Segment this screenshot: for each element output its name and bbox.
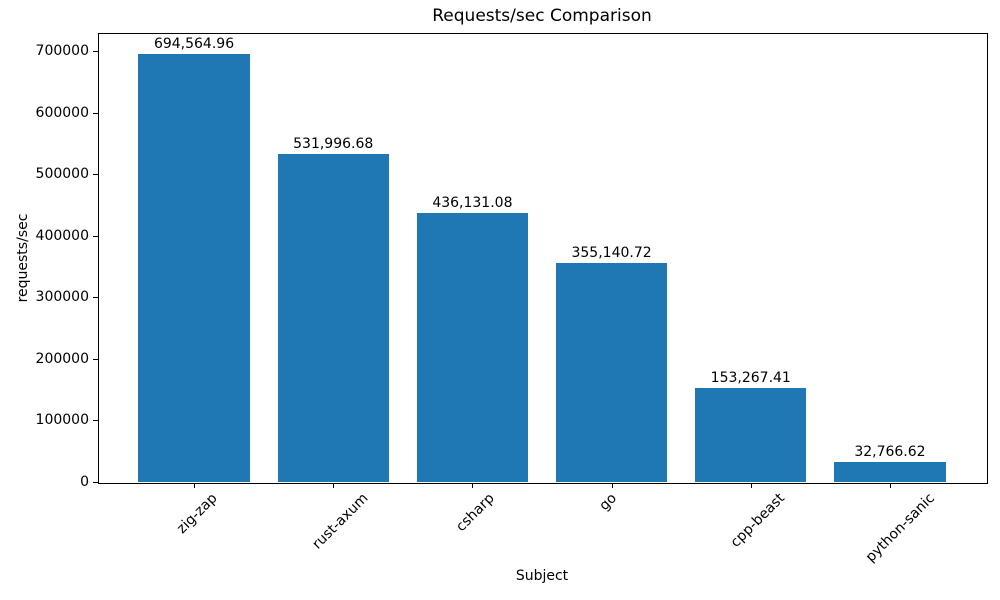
- y-axis-tick-label: 100000: [35, 412, 89, 428]
- bar-value-label: 531,996.68: [293, 136, 374, 153]
- x-axis-tick-label: go: [596, 490, 621, 514]
- x-axis-tick-label: python-sanic: [863, 490, 939, 566]
- bar-value-label: 32,766.62: [854, 443, 926, 460]
- y-axis-tick: [93, 51, 98, 52]
- bar-value-label: 355,140.72: [571, 245, 652, 262]
- y-axis-tick-label: 400000: [35, 228, 89, 244]
- y-axis-tick: [93, 359, 98, 360]
- y-axis-tick-label: 0: [80, 474, 89, 490]
- x-axis-tick-label: csharp: [452, 490, 498, 535]
- y-axis-tick: [93, 420, 98, 421]
- y-axis-tick: [93, 297, 98, 298]
- x-axis-tick: [611, 483, 613, 488]
- y-axis-tick-label: 500000: [35, 166, 89, 182]
- x-axis-tick: [472, 483, 474, 488]
- bar-rust-axum: [277, 154, 389, 482]
- x-axis-tick: [750, 483, 752, 488]
- y-axis-tick-label: 700000: [35, 43, 89, 59]
- bar-python-sanic: [834, 461, 946, 482]
- chart-title: Requests/sec Comparison: [432, 6, 652, 26]
- x-axis-tick-label: rust-axum: [309, 490, 372, 553]
- x-axis-tick: [194, 483, 196, 488]
- y-axis-tick: [93, 482, 98, 483]
- bar-value-label: 436,131.08: [432, 195, 513, 212]
- x-axis-tick: [333, 483, 335, 488]
- x-axis-label: Subject: [515, 568, 569, 584]
- x-axis-tick: [889, 483, 891, 488]
- bar-csharp: [416, 213, 529, 482]
- y-axis-tick: [93, 174, 98, 175]
- x-axis-tick-label: zig-zap: [173, 490, 221, 537]
- y-axis-tick: [93, 113, 98, 114]
- bar-zig-zap: [138, 54, 250, 482]
- y-axis-tick-label: 600000: [35, 105, 89, 121]
- bar-value-label: 694,564.96: [153, 36, 235, 53]
- bar-go: [555, 263, 668, 482]
- bar-value-label: 153,267.41: [710, 369, 791, 386]
- bar-cpp-beast: [695, 387, 807, 482]
- y-axis-tick-label: 300000: [35, 289, 89, 305]
- y-axis-tick: [93, 236, 98, 237]
- x-axis-tick-label: cpp-beast: [727, 490, 788, 551]
- y-axis-tick-label: 200000: [35, 351, 89, 367]
